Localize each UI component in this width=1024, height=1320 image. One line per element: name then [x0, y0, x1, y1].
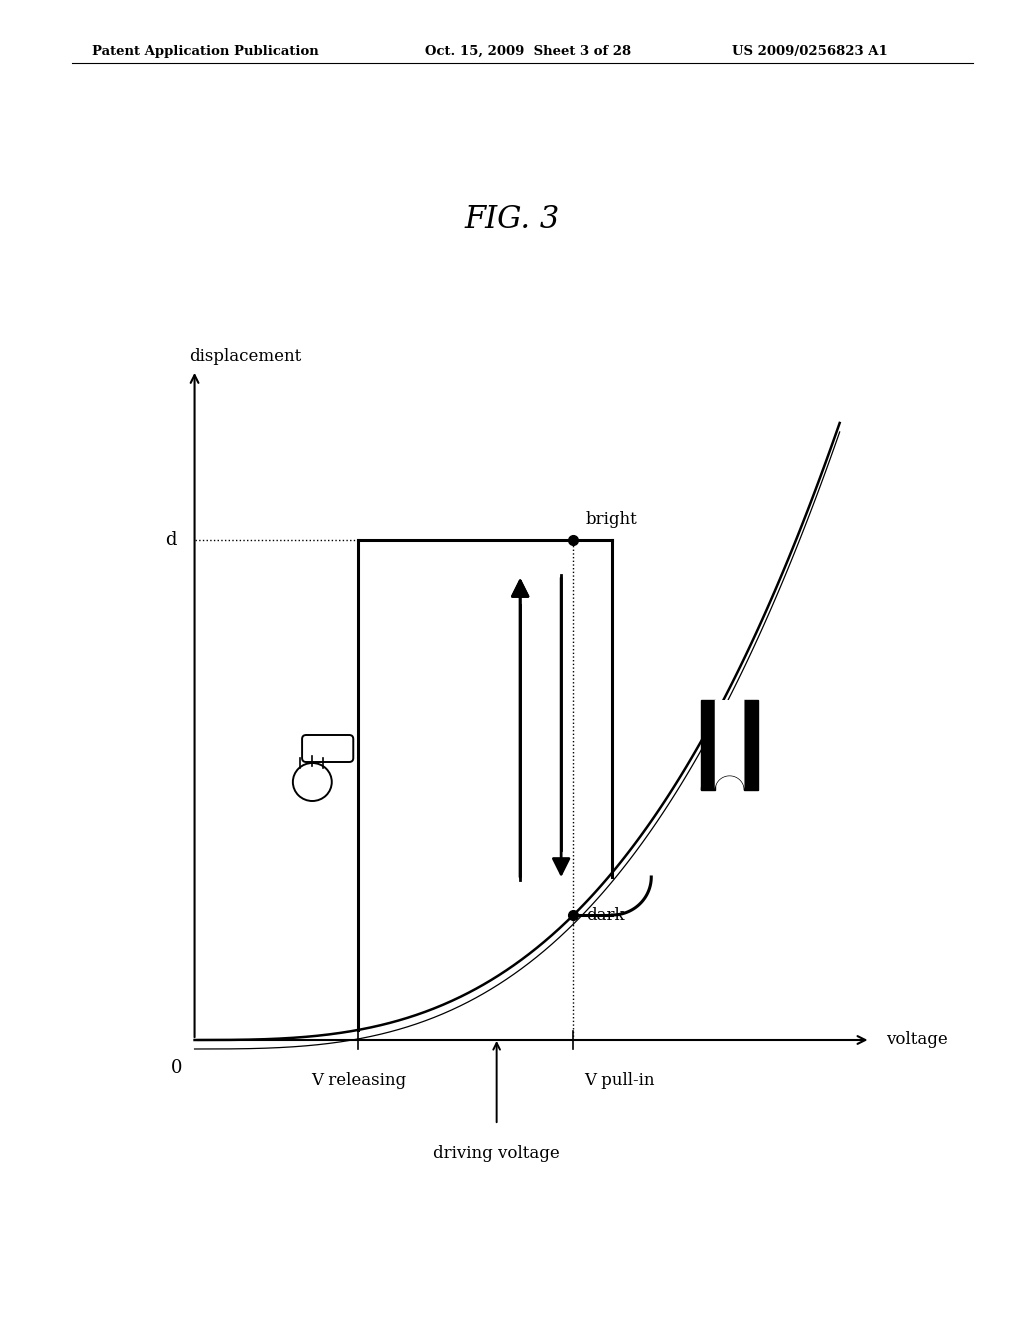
Bar — [744, 700, 758, 789]
Text: V releasing: V releasing — [311, 1072, 406, 1089]
Text: driving voltage: driving voltage — [433, 1144, 560, 1162]
Text: V pull-in: V pull-in — [584, 1072, 654, 1089]
Text: FIG. 3: FIG. 3 — [464, 205, 560, 235]
Text: US 2009/0256823 A1: US 2009/0256823 A1 — [732, 45, 888, 58]
Polygon shape — [715, 700, 744, 789]
Text: Oct. 15, 2009  Sheet 3 of 28: Oct. 15, 2009 Sheet 3 of 28 — [425, 45, 631, 58]
Text: dark: dark — [586, 907, 625, 924]
Text: 0: 0 — [170, 1059, 182, 1077]
Ellipse shape — [293, 763, 332, 801]
Text: bright: bright — [586, 511, 638, 528]
Text: voltage: voltage — [886, 1031, 947, 1048]
Text: Patent Application Publication: Patent Application Publication — [92, 45, 318, 58]
Text: displacement: displacement — [189, 348, 302, 366]
Polygon shape — [701, 763, 758, 789]
Bar — [701, 700, 715, 789]
FancyBboxPatch shape — [302, 735, 353, 762]
Text: d: d — [165, 531, 176, 549]
